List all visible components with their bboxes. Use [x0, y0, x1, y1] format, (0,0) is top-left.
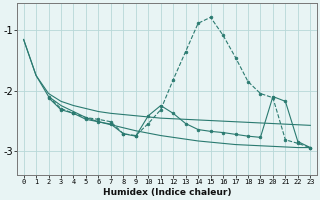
- X-axis label: Humidex (Indice chaleur): Humidex (Indice chaleur): [103, 188, 231, 197]
